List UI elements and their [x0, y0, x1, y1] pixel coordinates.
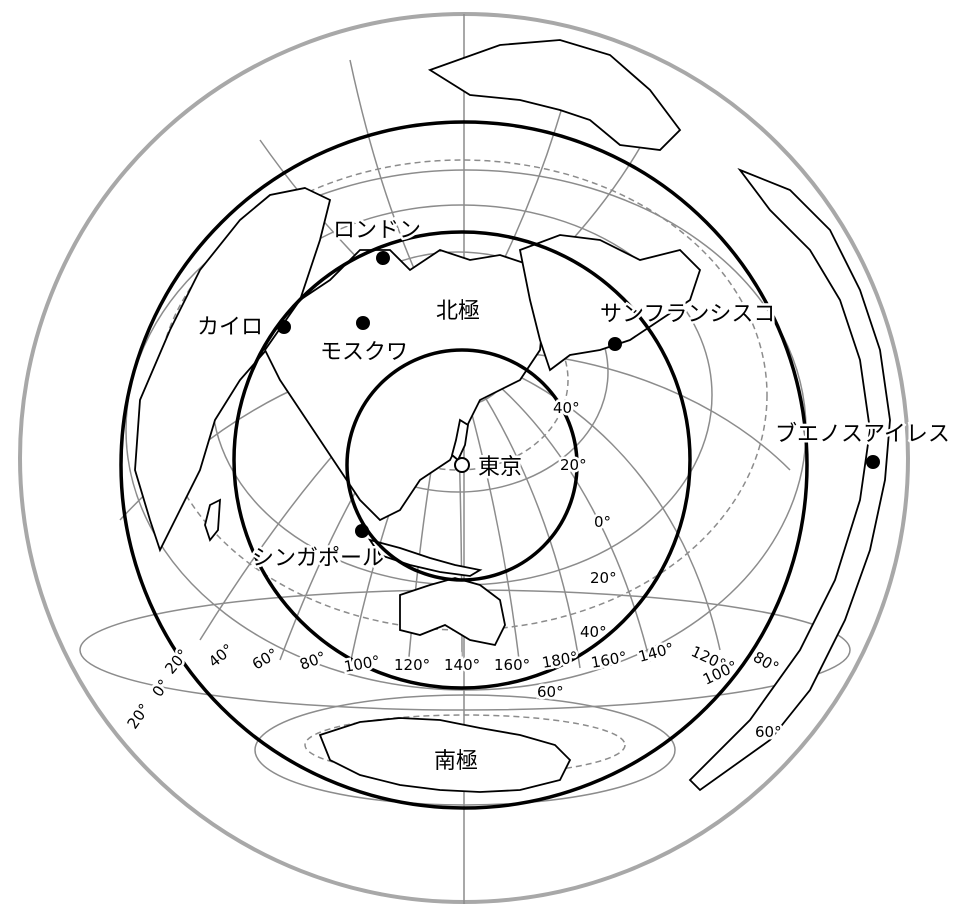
city-label-singapore: シンガポール [252, 546, 384, 571]
city-label-cairo: カイロ [197, 315, 263, 340]
city-labels: 東京 ロンドン カイロ モスクワ サンフランシスコ ブエノスアイレス シンガポー… [195, 216, 953, 574]
city-marker-tokyo [454, 457, 470, 473]
longitude-label: 140° [444, 656, 480, 674]
continent-south-america [688, 167, 891, 792]
city-marker-cairo [277, 320, 291, 334]
longitude-label: 180° [541, 648, 580, 672]
city-label-buenosaires: ブエノスアイレス [775, 422, 950, 447]
longitude-label: 20° [124, 700, 154, 732]
latitude-label: 40° [580, 623, 607, 641]
longitude-label: 0° [149, 676, 174, 700]
city-marker-moscow [356, 316, 370, 330]
longitude-label: 60° [249, 645, 281, 674]
city-markers [277, 251, 880, 538]
longitude-label: 120° [394, 656, 430, 674]
longitude-labels: 20° 0° 20° 40° 60° 80° 100° 120° 140° 16… [121, 637, 784, 735]
longitude-label: 40° [205, 640, 237, 671]
city-label-london: ロンドン [333, 218, 421, 243]
latitude-line [304, 714, 626, 776]
landmass-greenland [427, 39, 682, 151]
north-pole-label: 北極 [436, 299, 480, 324]
city-label-tokyo: 東京 [478, 455, 522, 480]
city-marker-sanfrancisco [608, 337, 622, 351]
latitude-label: 20° [590, 569, 617, 587]
latitude-label: 60° [755, 723, 782, 741]
longitude-label: 20° [161, 646, 192, 678]
distance-rings [119, 120, 809, 810]
latitude-label: 40° [553, 399, 580, 417]
longitude-label: 80° [750, 648, 782, 677]
coastlines [134, 39, 891, 793]
continent-africa [134, 187, 332, 553]
city-label-moscow: モスクワ [320, 340, 408, 365]
city-marker-buenosaires [866, 455, 880, 469]
latitude-line [254, 694, 676, 806]
longitude-label: 160° [494, 656, 530, 674]
latitude-label: 20° [560, 456, 587, 474]
longitude-label: 140° [636, 639, 676, 666]
south-pole-label: 南極 [434, 749, 478, 774]
distance-ring-outer [119, 120, 809, 810]
city-marker-singapore [355, 524, 369, 538]
island-madagascar [204, 498, 222, 542]
continent-antarctica [318, 717, 572, 793]
longitude-label: 160° [590, 648, 629, 672]
longitude-label: 80° [297, 648, 328, 674]
city-label-sanfrancisco: サンフランシスコ [600, 302, 775, 327]
latitude-label: 0° [594, 513, 611, 531]
continent-eurasia [263, 249, 546, 522]
latitude-label: 60° [537, 683, 564, 701]
latitude-labels: 40° 20° 0° 20° 40° 60° 60° [535, 397, 785, 744]
distance-ring-inner [345, 348, 579, 582]
continent-north-america [518, 234, 702, 372]
distance-ring-middle [232, 230, 692, 690]
city-marker-london [376, 251, 390, 265]
